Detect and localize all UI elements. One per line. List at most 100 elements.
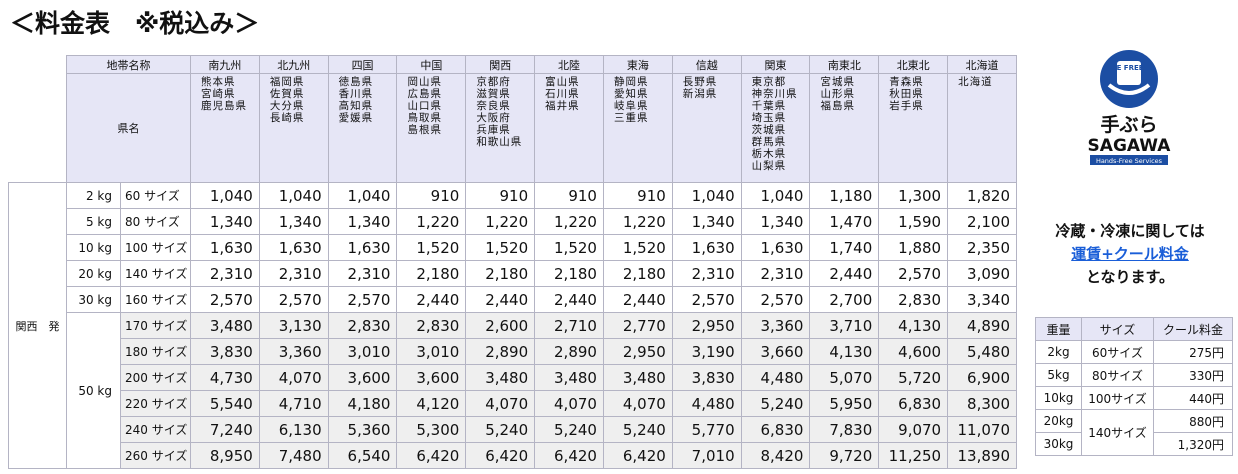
prefecture-cell: 徳島県 香川県 高知県 愛媛県 [327, 73, 398, 183]
price: 3,360 [740, 312, 811, 339]
price: 5,770 [671, 416, 742, 443]
price-row: 240 サイズ 7,240 6,130 5,360 5,300 5,240 5,240 5,2… [9, 416, 1017, 443]
price: 1,340 [327, 208, 398, 235]
note-line: となります。 [1085, 268, 1175, 286]
price: 910 [465, 182, 536, 209]
price: 4,130 [809, 338, 880, 365]
price: 1,630 [258, 234, 329, 261]
price: 3,830 [190, 338, 260, 365]
price: 11,070 [947, 416, 1017, 443]
price: 910 [602, 182, 673, 209]
price: 4,180 [327, 390, 398, 417]
logo-bag [1117, 61, 1141, 85]
price: 1,520 [396, 234, 467, 261]
prefecture: 青森県 [889, 76, 924, 88]
price: 2,310 [740, 260, 811, 287]
price: 3,010 [327, 338, 398, 365]
zone-label: 地帯名称 [66, 55, 191, 74]
price: 8,950 [190, 442, 260, 469]
prefecture: 三重県 [613, 112, 649, 124]
logo-brand-jp: 手ぶら [1100, 113, 1157, 136]
price: 6,420 [602, 442, 673, 469]
price: 8,420 [740, 442, 811, 469]
price-row: 50 kg 170 サイズ 3,480 3,130 2,830 2,830 2,600 2,7… [9, 312, 1017, 469]
price: 2,890 [534, 338, 604, 365]
price: 5,240 [740, 390, 811, 417]
price: 2,180 [465, 260, 536, 287]
price: 2,570 [327, 286, 398, 313]
price: 6,130 [258, 416, 329, 443]
prefecture-cell: 福岡県 佐賀県 大分県 長崎県 [258, 73, 329, 183]
cool-size: 100サイズ [1081, 386, 1154, 410]
rate-table: 地帯名称 南九州 北九州 四国 中国 関西 北陸 東海 信越 関東 南東北 北東北 北海道 県名 熊本県 宮崎… [8, 55, 1017, 469]
price: 6,830 [878, 390, 949, 417]
logo: BE FREE! 手ぶら SAGAWA Hands-Free Services [1088, 50, 1171, 165]
prefecture: 長崎県 [269, 112, 305, 124]
price: 2,950 [602, 338, 673, 365]
price: 8,300 [947, 390, 1017, 417]
prefecture: 富山県 [545, 76, 580, 88]
price: 3,480 [602, 364, 673, 391]
price: 3,340 [947, 286, 1017, 313]
logo-tagline: Hands-Free Services [1096, 157, 1163, 165]
prefecture: 高知県 [338, 100, 374, 112]
price: 1,220 [602, 208, 673, 235]
prefecture: 神奈川県 [751, 88, 798, 100]
price: 4,130 [878, 312, 949, 339]
prefecture: 鹿児島県 [201, 100, 247, 112]
cool-price: 275円 [1153, 340, 1233, 364]
prefecture: 広島県 [407, 88, 442, 100]
size: 170 サイズ [120, 312, 191, 339]
cool-weight: 30kg [1035, 432, 1082, 456]
cool-size: 60サイズ [1081, 340, 1154, 364]
cool-table: 重量 サイズ クール料金 2kg 60サイズ 275円 5kg 80サイズ 330円 10kg 10… [1035, 317, 1233, 456]
price: 1,630 [740, 234, 811, 261]
price: 1,180 [809, 182, 880, 209]
price: 2,180 [396, 260, 467, 287]
price: 2,890 [465, 338, 536, 365]
logo-hands [1107, 83, 1151, 95]
note-line: 冷蔵・冷凍に関しては [1055, 222, 1205, 240]
prefecture: 鳥取県 [407, 112, 442, 124]
prefecture: 福島県 [820, 100, 855, 112]
prefecture: 静岡県 [613, 76, 649, 88]
size: 260 サイズ [120, 442, 191, 469]
prefecture: 福岡県 [269, 76, 305, 88]
prefecture-cell: 青森県 秋田県 岩手県 [878, 73, 949, 183]
price: 4,070 [534, 390, 604, 417]
price: 2,570 [671, 286, 742, 313]
price: 5,950 [809, 390, 880, 417]
prefecture: 山形県 [820, 88, 855, 100]
region-name: 南九州 [190, 55, 260, 74]
price: 2,310 [671, 260, 742, 287]
price: 5,540 [190, 390, 260, 417]
header-row: 地帯名称 南九州 北九州 四国 中国 関西 北陸 東海 信越 関東 南東北 北東北 北海道 [8, 55, 1017, 74]
price: 11,250 [878, 442, 949, 469]
price: 13,890 [947, 442, 1017, 469]
prefecture: 石川県 [545, 88, 580, 100]
price-row: 260 サイズ 8,950 7,480 6,540 6,420 6,420 6,420 6,4… [9, 442, 1017, 469]
size: 240 サイズ [120, 416, 191, 443]
prefecture-cell: 宮城県 山形県 福島県 [809, 73, 880, 183]
price: 2,830 [396, 312, 467, 339]
price: 2,440 [602, 286, 673, 313]
prefecture: 滋賀県 [476, 88, 511, 100]
note-link[interactable]: 運賃+クール料金 [1071, 245, 1189, 263]
region-name: 関西 [465, 55, 536, 74]
price: 1,220 [396, 208, 467, 235]
cool-price: 1,320円 [1153, 432, 1233, 456]
weight: 2 kg [66, 182, 121, 209]
prefecture-cell: 富山県 石川県 福井県 [534, 73, 604, 183]
price: 1,340 [190, 208, 260, 235]
weight: 50 kg [66, 312, 121, 469]
price: 3,090 [947, 260, 1017, 287]
weight: 20 kg [66, 260, 121, 287]
price: 3,660 [740, 338, 811, 365]
cool-price: 440円 [1153, 386, 1233, 410]
price: 1,630 [190, 234, 260, 261]
price: 2,570 [740, 286, 811, 313]
region-name: 北九州 [258, 55, 329, 74]
price-row: 220 サイズ 5,540 4,710 4,180 4,120 4,070 4,070 4,0… [9, 390, 1017, 417]
price: 3,480 [190, 312, 260, 339]
